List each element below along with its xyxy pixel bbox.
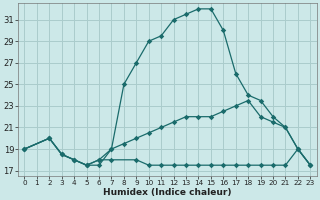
X-axis label: Humidex (Indice chaleur): Humidex (Indice chaleur) — [103, 188, 232, 197]
